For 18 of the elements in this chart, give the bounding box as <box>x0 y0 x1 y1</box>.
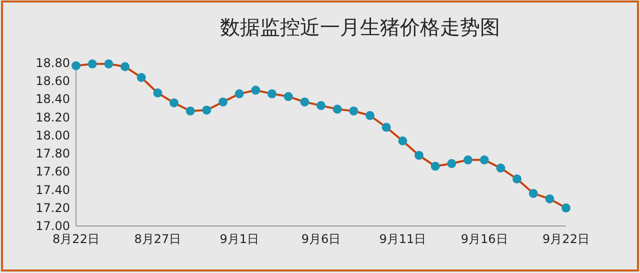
y-tick-label: 18.20 <box>36 110 70 124</box>
x-tick-label: 9月16日 <box>460 232 508 246</box>
x-tick-label: 8月27日 <box>134 232 182 246</box>
x-tick-label: 9月22日 <box>542 232 590 246</box>
y-tick-label: 18.00 <box>36 128 70 142</box>
x-tick-label: 9月6日 <box>301 232 341 246</box>
chart-title: 数据监控近一月生猪价格走势图 <box>220 15 500 39</box>
y-tick-label: 17.00 <box>36 219 70 233</box>
y-tick-label: 18.40 <box>36 92 70 106</box>
y-tick-label: 18.60 <box>36 74 70 88</box>
y-tick-label: 17.20 <box>36 200 70 215</box>
y-tick-label: 17.80 <box>36 146 70 161</box>
y-tick-label: 18.80 <box>36 56 70 70</box>
x-tick-label: 9月11日 <box>379 232 426 246</box>
x-tick-label: 8月22日 <box>52 232 100 246</box>
y-tick-label: 17.40 <box>36 182 70 197</box>
x-tick-label: 9月1日 <box>220 232 259 246</box>
y-tick-label: 17.60 <box>36 164 70 179</box>
